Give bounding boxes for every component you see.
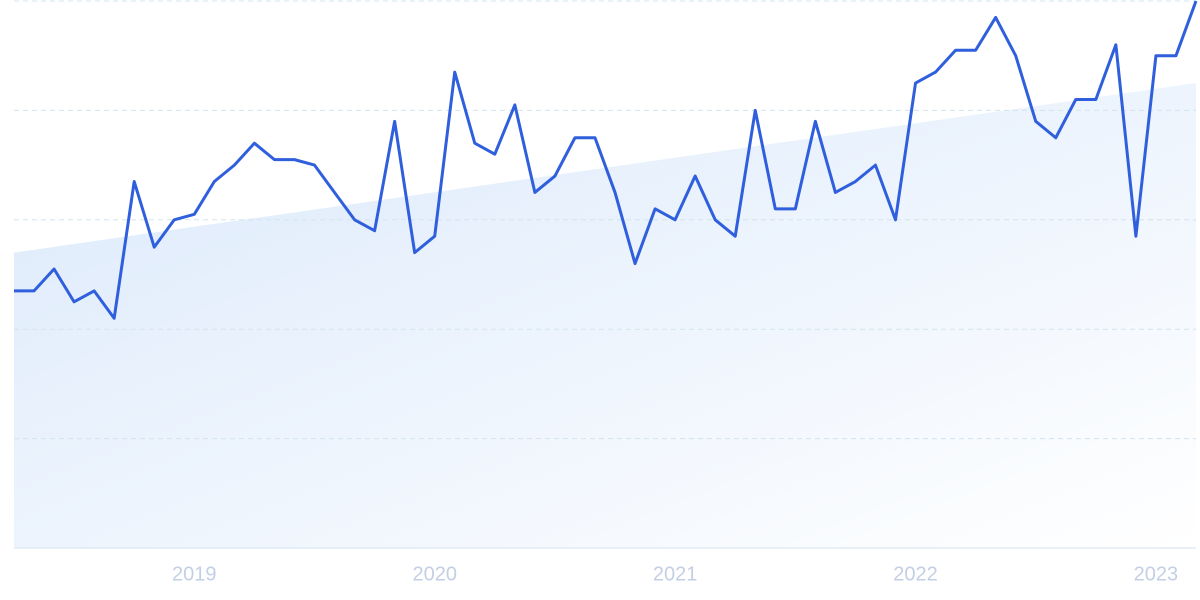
x-tick-label: 2022	[893, 563, 938, 585]
x-tick-label: 2021	[653, 563, 698, 585]
x-tick-label: 2023	[1134, 563, 1179, 585]
x-tick-label: 2020	[412, 563, 457, 585]
trend-area	[14, 83, 1196, 549]
line	[14, 0, 1198, 320]
x-tick-label: 2019	[172, 563, 217, 585]
